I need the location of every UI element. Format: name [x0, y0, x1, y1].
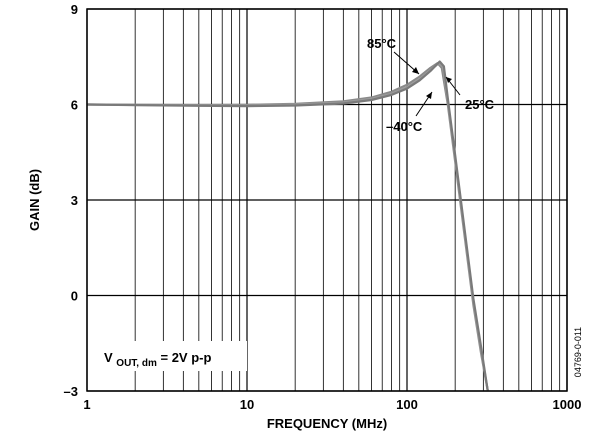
condition-label: V OUT, dm = 2V p-p	[104, 350, 211, 369]
condition-rest: = 2V p-p	[160, 350, 211, 365]
y-tick-label: 6	[71, 98, 78, 113]
y-tick-label: 3	[71, 193, 78, 208]
figure-code: 04769-0-011	[573, 327, 583, 377]
x-tick-labels: 1 10 100 1000	[83, 397, 581, 412]
arrowhead-25c	[446, 77, 452, 83]
data-series	[87, 60, 489, 391]
y-tick-label: –3	[64, 384, 78, 399]
x-tick-label: 100	[396, 397, 418, 412]
condition-subscript: OUT, dm	[116, 358, 157, 369]
y-tick-labels: 9 6 3 0 –3	[64, 2, 78, 399]
x-tick-label: 1000	[553, 397, 582, 412]
x-tick-label: 10	[240, 397, 254, 412]
annotation-25c: 25°C	[465, 97, 495, 112]
y-tick-label: 0	[71, 289, 78, 304]
condition-base: V	[104, 350, 113, 365]
y-tick-label: 9	[71, 2, 78, 17]
series-annotations: 85°C 25°C –40°C	[367, 36, 495, 134]
x-axis-title: FREQUENCY (MHz)	[267, 416, 387, 431]
x-tick-label: 1	[83, 397, 90, 412]
arrowhead-85c	[412, 67, 419, 74]
arrowhead-minus40c	[426, 92, 432, 99]
annotation-minus40c: –40°C	[386, 119, 423, 134]
annotation-85c: 85°C	[367, 36, 397, 51]
series-line-2	[87, 60, 489, 391]
y-axis-title: GAIN (dB)	[27, 169, 42, 231]
condition-box	[101, 341, 247, 371]
plot-frame	[86, 8, 568, 392]
